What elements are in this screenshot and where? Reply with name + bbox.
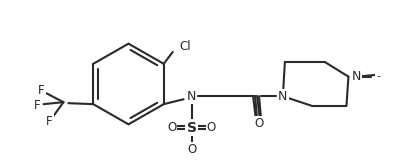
Text: Cl: Cl [180,40,191,53]
Text: O: O [167,121,176,134]
Text: O: O [187,143,196,156]
Text: S: S [186,121,197,135]
Text: N: N [187,90,196,103]
Text: O: O [207,121,216,134]
Text: O: O [255,117,264,130]
Text: F: F [46,115,53,128]
Text: F: F [34,99,41,112]
Text: F: F [38,84,45,97]
Text: -: - [376,71,380,81]
Text: N: N [278,90,288,103]
Text: N: N [351,70,361,83]
